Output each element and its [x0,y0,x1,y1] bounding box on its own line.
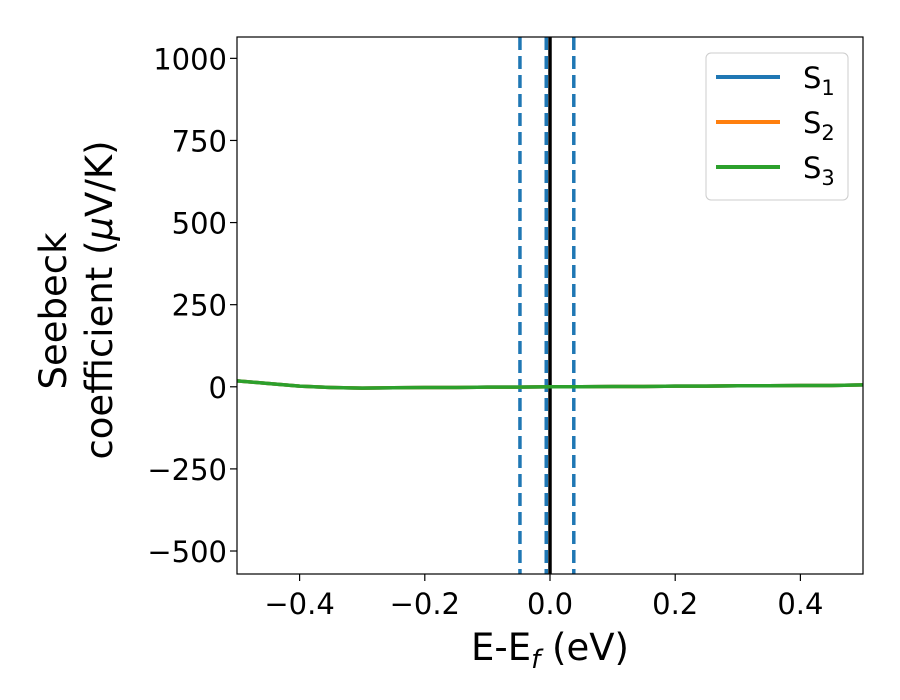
legend-label-s3: S3 [803,151,835,190]
x-tick-label: −0.4 [264,587,334,621]
x-tick-label: 0.2 [652,587,698,621]
x-tick-label: −0.2 [390,587,460,621]
y-tick-label: 1000 [153,42,227,76]
vertical-lines [518,37,576,574]
y-tick-label: 0 [209,371,227,405]
legend-label-s1: S1 [803,61,835,100]
y-tick-label: 750 [172,124,227,158]
legend-label-s2: S2 [803,106,835,145]
legend: S1 S2 S3 [705,52,849,201]
x-axis-ticks: −0.4 −0.2 0.0 0.2 0.4 [264,574,823,621]
x-tick-label: 0.4 [777,587,823,621]
y-axis-ticks: −500 −250 0 250 500 750 1000 [147,42,237,569]
x-tick-label: 0.0 [527,587,573,621]
y-axis-label-line2: coefficient (μV/K) [78,140,121,459]
series-lines [237,379,863,390]
y-tick-label: 250 [172,289,227,323]
y-tick-label: 500 [172,207,227,241]
y-tick-label: −250 [147,453,227,487]
series-line-s3 [237,379,863,390]
y-tick-label: −500 [147,535,227,569]
legend-box [705,52,849,201]
y-axis-label-line1: Seebeck [32,232,75,390]
x-axis-label: E-Ef (eV) [471,626,629,675]
